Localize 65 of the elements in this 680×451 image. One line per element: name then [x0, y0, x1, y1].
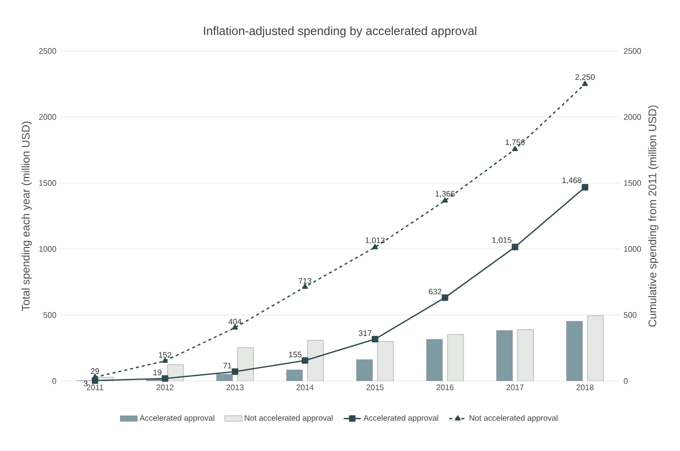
- bar: [426, 339, 443, 381]
- data-label: 1,015: [492, 237, 512, 244]
- point: [162, 358, 168, 363]
- point: [512, 146, 518, 152]
- x-tick-label: 2014: [296, 384, 314, 390]
- x-tick-label: 2012: [156, 384, 174, 390]
- point: [582, 80, 588, 86]
- data-label: 1,468: [562, 177, 582, 184]
- y2-axis-title: Cumulative spending from 2011 (million USD): [648, 106, 658, 327]
- bar: [447, 334, 464, 381]
- data-label: 713: [298, 278, 312, 284]
- x-tick-label: 2017: [506, 384, 524, 390]
- bar: [566, 321, 583, 381]
- y2-tick-label: 2500: [624, 48, 642, 54]
- legend-label: Accelerated approval: [140, 414, 214, 422]
- point: [582, 184, 588, 190]
- data-label: 3: [84, 380, 88, 386]
- data-label: 1,366: [436, 190, 455, 198]
- y-tick-label: 1500: [39, 180, 56, 186]
- y2-tick-label: 0: [624, 378, 628, 384]
- point: [162, 375, 168, 382]
- data-label: 1,756: [506, 139, 525, 146]
- data-label: 19: [154, 370, 162, 376]
- y2-tick-label: 1000: [624, 246, 642, 252]
- y2-tick-label: 2000: [624, 114, 642, 120]
- point: [302, 357, 308, 364]
- y2-tick-label: 500: [624, 312, 637, 318]
- bar: [356, 359, 373, 381]
- legend-label: Not accelerated approval: [470, 414, 558, 422]
- data-label: 29: [90, 368, 100, 374]
- bar: [496, 330, 513, 381]
- bar: [377, 341, 394, 381]
- y-tick-label: 1000: [39, 246, 56, 252]
- legend-label: Not accelerated approval: [244, 414, 333, 422]
- y-tick-label: 2000: [39, 114, 56, 120]
- y-tick-label: 500: [43, 312, 56, 318]
- chart-title: Inflation-adjusted spending by accelerated approval: [204, 26, 476, 38]
- point: [442, 197, 448, 203]
- point: [442, 294, 448, 301]
- point: [372, 336, 378, 342]
- data-label: 317: [358, 330, 372, 336]
- data-label: 2,250: [575, 74, 595, 81]
- bar: [517, 329, 534, 381]
- data-label: 1,013: [366, 237, 385, 244]
- data-label: 404: [228, 318, 242, 324]
- legend-label: Accelerated approval: [363, 414, 438, 422]
- data-label: 71: [223, 362, 232, 368]
- x-tick-label: 2016: [436, 384, 454, 390]
- y-axis-title: Total spending each year (million USD): [22, 122, 32, 311]
- y-tick-label: 2500: [39, 48, 56, 54]
- point: [232, 368, 238, 375]
- x-tick-label: 2018: [576, 384, 594, 390]
- data-label: 152: [158, 352, 172, 358]
- point: [372, 244, 378, 250]
- point: [232, 324, 238, 330]
- point: [512, 244, 518, 250]
- point: [302, 284, 308, 289]
- x-tick-label: 2011: [86, 384, 104, 390]
- y-tick-label: 0: [52, 378, 56, 384]
- x-tick-label: 2015: [366, 384, 384, 390]
- y2-tick-label: 1500: [624, 180, 642, 186]
- data-label: 155: [289, 352, 302, 358]
- bar: [587, 316, 604, 381]
- data-label: 632: [428, 288, 442, 294]
- x-tick-label: 2013: [226, 384, 244, 390]
